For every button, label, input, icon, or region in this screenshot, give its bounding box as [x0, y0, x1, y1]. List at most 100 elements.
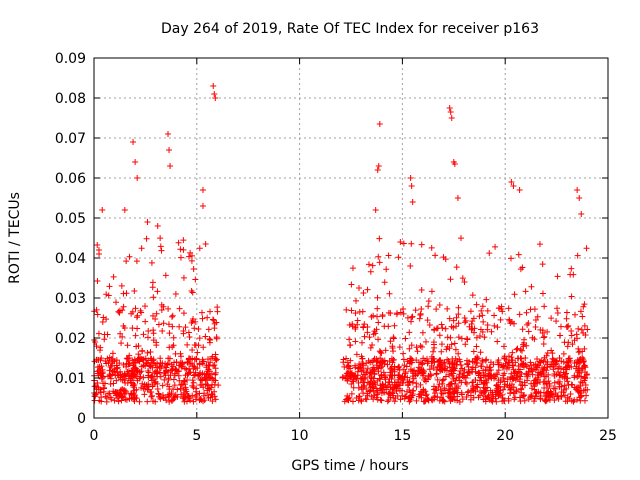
data-point: [352, 297, 359, 304]
data-point: [196, 397, 203, 404]
data-point: [508, 381, 515, 388]
data-point: [166, 398, 173, 405]
data-point: [206, 362, 213, 369]
data-point: [135, 343, 142, 350]
data-point: [122, 388, 129, 395]
data-point: [511, 396, 518, 403]
data-point: [111, 368, 118, 375]
data-point: [406, 379, 413, 386]
data-point: [141, 391, 148, 398]
chart-title: Day 264 of 2019, Rate Of TEC Index for r…: [161, 21, 539, 37]
data-point: [390, 356, 397, 363]
data-point: [446, 105, 453, 111]
data-point: [183, 388, 190, 395]
data-point: [140, 331, 147, 338]
data-point: [209, 353, 216, 360]
data-point: [451, 390, 458, 397]
data-point: [144, 334, 151, 341]
data-point: [346, 394, 353, 401]
data-point: [484, 307, 491, 314]
data-point: [160, 303, 167, 310]
data-point: [400, 306, 407, 313]
data-point: [433, 306, 440, 313]
data-point: [455, 304, 462, 311]
data-point: [489, 398, 496, 405]
data-point: [361, 333, 368, 340]
data-point: [566, 355, 573, 362]
data-point: [497, 316, 504, 323]
data-point: [520, 393, 527, 400]
data-point: [371, 392, 378, 399]
data-point: [136, 375, 143, 382]
data-point: [199, 187, 206, 193]
data-point: [185, 253, 192, 260]
data-point: [538, 357, 545, 364]
data-point: [458, 335, 465, 342]
data-point: [476, 377, 483, 384]
data-point: [132, 159, 139, 165]
data-point: [146, 362, 153, 369]
data-point: [450, 370, 457, 377]
data-point: [100, 380, 107, 387]
data-point: [554, 309, 561, 316]
data-point: [387, 365, 394, 372]
data-point: [440, 376, 447, 383]
data-point: [385, 390, 392, 397]
data-point: [443, 346, 450, 353]
data-point: [176, 305, 183, 312]
data-point: [407, 175, 414, 181]
data-point: [545, 391, 552, 398]
data-point: [366, 388, 373, 395]
data-point: [534, 380, 541, 387]
data-point: [413, 397, 420, 404]
data-point: [115, 372, 122, 379]
data-point: [178, 361, 185, 368]
data-point: [545, 378, 552, 385]
data-point: [415, 393, 422, 400]
data-point: [456, 371, 463, 378]
data-point: [480, 379, 487, 386]
data-point: [117, 330, 124, 337]
data-point: [560, 387, 567, 394]
data-point: [422, 378, 429, 385]
data-point: [121, 325, 128, 332]
data-point: [363, 360, 370, 367]
data-point: [368, 393, 375, 400]
data-point: [395, 372, 402, 379]
data-point: [516, 378, 523, 385]
data-point: [359, 355, 366, 362]
data-point: [166, 147, 173, 153]
data-point: [438, 321, 445, 328]
data-point: [440, 397, 447, 404]
data-point: [424, 360, 431, 367]
data-point: [565, 339, 572, 346]
data-point: [533, 390, 540, 397]
data-point: [183, 366, 190, 373]
data-point: [408, 240, 415, 247]
data-point: [204, 371, 211, 378]
data-point: [348, 381, 355, 388]
data-point: [207, 359, 214, 366]
data-point: [191, 325, 198, 332]
data-point: [448, 115, 455, 121]
data-point: [578, 393, 585, 400]
data-point: [387, 369, 394, 376]
data-point: [208, 391, 215, 398]
data-point: [118, 340, 125, 347]
data-point: [503, 365, 510, 372]
data-point: [408, 314, 415, 321]
data-point: [157, 243, 164, 250]
data-point: [202, 241, 209, 248]
data-point: [161, 376, 168, 383]
data-point: [498, 306, 505, 313]
data-point: [451, 365, 458, 372]
x-tick-label: 10: [291, 428, 309, 444]
data-point: [200, 344, 207, 351]
data-point: [541, 385, 548, 392]
data-point: [118, 386, 125, 393]
data-point: [417, 310, 424, 317]
data-point: [428, 244, 435, 251]
data-point: [110, 380, 117, 387]
data-point: [189, 317, 196, 324]
data-point: [370, 331, 377, 338]
